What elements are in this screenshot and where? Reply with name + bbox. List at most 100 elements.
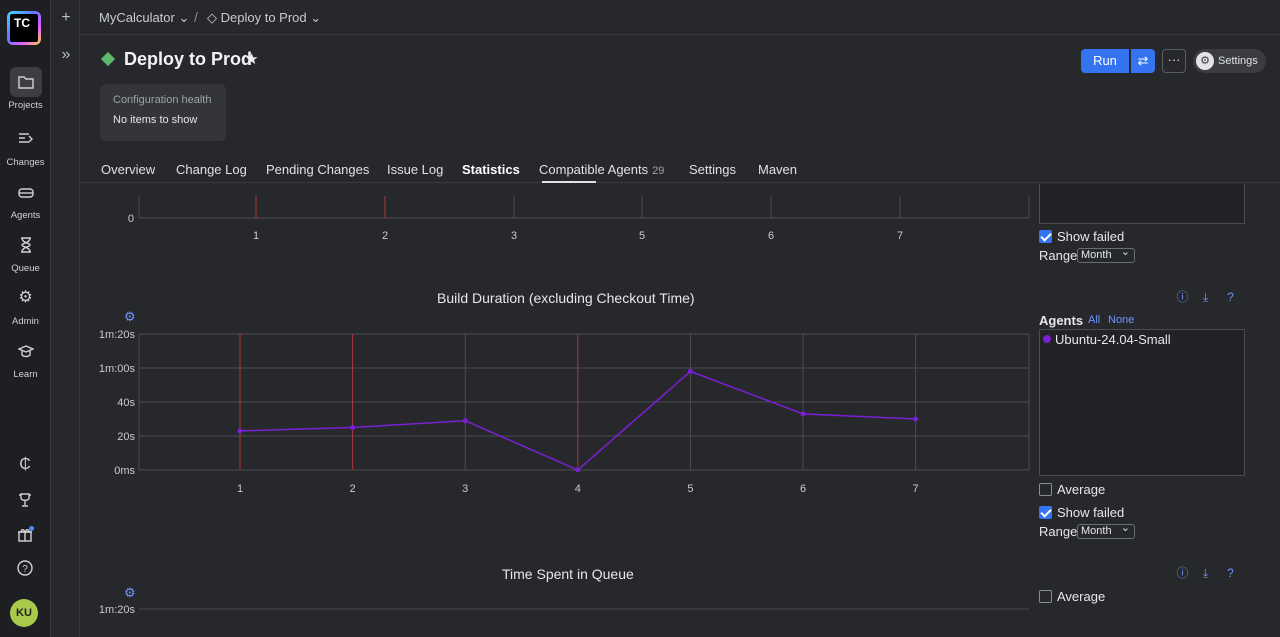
range-label: Range	[1039, 524, 1078, 539]
x-tick-label: 6	[768, 230, 774, 242]
trophy-icon[interactable]	[13, 488, 37, 512]
gear-icon: ⚙	[1196, 52, 1214, 70]
gift-icon[interactable]	[13, 522, 37, 546]
tab-bar: Overview Change Log Pending Changes Issu…	[80, 155, 1280, 183]
changes-icon	[10, 124, 42, 154]
chevron-down-icon: ⌄	[310, 10, 322, 25]
logo-text: TC	[10, 14, 38, 42]
active-tab-indicator	[542, 181, 596, 183]
show-failed-checkbox[interactable]	[1039, 506, 1052, 519]
tab-count: 29	[652, 165, 665, 177]
show-failed-checkbox[interactable]	[1039, 230, 1052, 243]
tab-overview[interactable]: Overview	[101, 162, 156, 177]
x-tick-label: 7	[897, 230, 903, 242]
tab-settings[interactable]: Settings	[689, 162, 736, 177]
chart-settings-icon[interactable]: ⚙	[124, 309, 136, 324]
tab-change-log[interactable]: Change Log	[176, 162, 247, 177]
select-all-link[interactable]: All	[1088, 314, 1101, 326]
star-icon[interactable]: ★	[245, 51, 259, 68]
chart-title: Time Spent in Queue	[502, 566, 634, 582]
x-tick-label: 4	[575, 483, 581, 495]
average-label: Average	[1057, 482, 1106, 497]
nav-label: Queue	[11, 263, 40, 274]
agents-icon	[10, 177, 42, 207]
chart-title: Build Duration (excluding Checkout Time)	[437, 290, 695, 306]
nav-label: Admin	[12, 316, 39, 327]
show-failed-label: Show failed	[1057, 229, 1125, 244]
info-icon[interactable]: ⓘ	[1176, 566, 1189, 580]
x-tick-label: 2	[350, 483, 356, 495]
average-label: Average	[1057, 589, 1106, 604]
help-icon[interactable]: ?	[13, 556, 37, 580]
x-tick-label: 3	[462, 483, 468, 495]
avatar[interactable]: KU	[10, 599, 38, 627]
select-none-link[interactable]: None	[1108, 314, 1135, 326]
tab-compatible-agents[interactable]: Compatible Agents 29	[539, 162, 665, 177]
y-tick-label: 20s	[117, 431, 135, 443]
series-color-dot	[1043, 335, 1051, 343]
tab-maven[interactable]: Maven	[758, 162, 798, 177]
data-point	[913, 416, 919, 422]
chart-settings-icon[interactable]: ⚙	[124, 585, 136, 600]
y-tick-label: 1m:20s	[99, 604, 136, 614]
run-options-button[interactable]: ⇄	[1131, 49, 1155, 73]
plus-icon[interactable]: +	[61, 9, 71, 26]
more-actions-button[interactable]: ···	[1162, 49, 1186, 73]
run-button[interactable]: Run	[1081, 49, 1129, 73]
help-icon[interactable]: ?	[1227, 566, 1234, 580]
x-tick-label: 1	[237, 483, 243, 495]
plugin-icon[interactable]: ₵	[19, 456, 31, 473]
data-point	[350, 425, 356, 430]
range-select[interactable]: Month	[1077, 246, 1135, 263]
info-icon[interactable]: ⓘ	[1176, 290, 1189, 304]
data-point	[687, 368, 693, 374]
notification-dot	[29, 526, 34, 531]
breadcrumb-build[interactable]: ◇ Deploy to Prod ⌄	[207, 10, 322, 25]
y-tick-label: 0	[128, 213, 134, 225]
x-tick-label: 5	[639, 230, 645, 242]
nav-admin[interactable]: ⚙ Admin	[0, 283, 51, 327]
svg-text:?: ?	[22, 564, 28, 575]
left-nav-rail: TC Projects Changes Agents Queue	[0, 0, 51, 637]
expand-sidebar-icon[interactable]: »	[61, 46, 71, 63]
x-tick-label: 7	[913, 483, 919, 495]
nav-agents[interactable]: Agents	[0, 177, 51, 221]
settings-button[interactable]: ⚙ Settings	[1193, 49, 1266, 73]
breadcrumb-project[interactable]: MyCalculator ⌄	[99, 10, 190, 25]
agents-heading: Agents	[1039, 313, 1084, 328]
tab-issue-log[interactable]: Issue Log	[387, 162, 444, 177]
nav-projects[interactable]: Projects	[0, 67, 51, 111]
teamcity-logo[interactable]: TC	[7, 11, 41, 45]
page-title: Deploy to Prod	[124, 49, 253, 69]
download-icon[interactable]: ⤓	[1202, 566, 1209, 580]
diamond-outline-icon: ◇	[207, 10, 217, 25]
tab-statistics[interactable]: Statistics	[462, 162, 520, 177]
chevron-down-icon: ⌄	[178, 10, 190, 25]
sliders-icon: ⇄	[1137, 53, 1149, 68]
y-tick-label: 0ms	[114, 465, 135, 477]
show-failed-label: Show failed	[1057, 505, 1125, 520]
data-point	[575, 467, 581, 473]
download-icon[interactable]: ⤓	[1202, 290, 1209, 304]
average-checkbox[interactable]	[1039, 483, 1052, 496]
nav-label: Projects	[8, 100, 43, 111]
nav-changes[interactable]: Changes	[0, 124, 51, 168]
agents-list-panel[interactable]	[1039, 329, 1245, 476]
y-tick-label: 1m:20s	[99, 329, 136, 341]
nav-queue[interactable]: Queue	[0, 230, 51, 274]
range-label: Range	[1039, 248, 1078, 263]
agent-list-item[interactable]: Ubuntu-24.04-Small	[1055, 332, 1171, 347]
series-list-panel[interactable]	[1039, 184, 1245, 224]
help-icon[interactable]: ?	[1227, 290, 1234, 304]
x-tick-label: 5	[687, 483, 693, 495]
breadcrumb: MyCalculator ⌄ / ◇ Deploy to Prod ⌄	[80, 0, 1280, 35]
data-point	[800, 411, 806, 417]
tab-pending-changes[interactable]: Pending Changes	[266, 162, 370, 177]
data-point	[462, 418, 468, 424]
range-select[interactable]: Month	[1077, 522, 1135, 539]
average-checkbox[interactable]	[1039, 590, 1052, 603]
x-tick-label: 2	[382, 230, 388, 242]
nav-learn[interactable]: Learn	[0, 336, 51, 380]
nav-label: Learn	[13, 369, 38, 380]
hourglass-icon	[10, 230, 42, 260]
